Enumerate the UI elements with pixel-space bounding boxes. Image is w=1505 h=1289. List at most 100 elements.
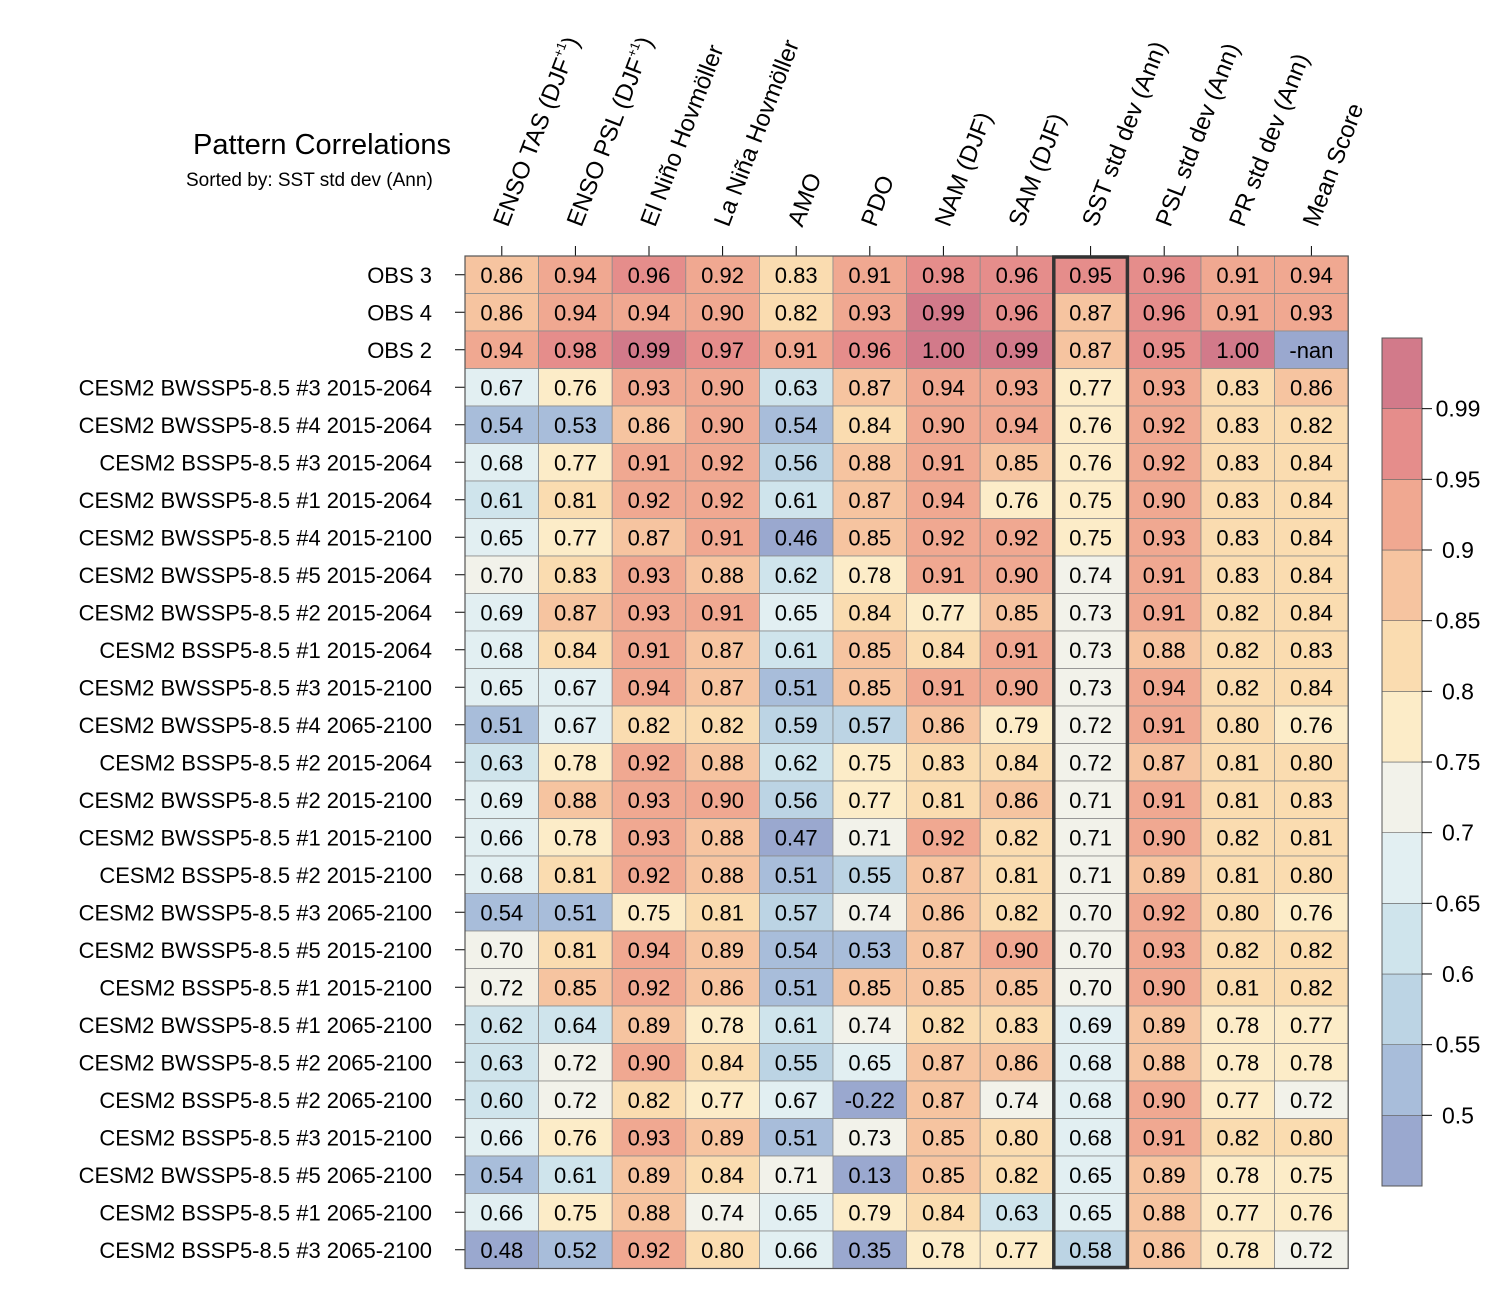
heatmap-cell bbox=[832, 330, 907, 369]
cell-value: 0.95 bbox=[1069, 263, 1112, 288]
cell-value: 0.72 bbox=[1290, 1088, 1333, 1113]
cell-value: 0.65 bbox=[1069, 1163, 1112, 1188]
cell-value: 0.75 bbox=[554, 1200, 597, 1225]
heatmap-cell bbox=[832, 743, 907, 782]
cell-value: 0.51 bbox=[775, 1125, 818, 1150]
cell-value: 0.65 bbox=[480, 675, 523, 700]
cell-value: 0.74 bbox=[848, 1013, 891, 1038]
cell-value: 0.92 bbox=[1143, 450, 1186, 475]
cell-value: 0.80 bbox=[1216, 713, 1259, 738]
heatmap-cell bbox=[611, 1118, 687, 1157]
colorbar-tick-label: 0.65 bbox=[1436, 890, 1481, 916]
cell-value: 0.57 bbox=[775, 900, 818, 925]
cell-value: 0.61 bbox=[775, 488, 818, 513]
heatmap-cell bbox=[759, 255, 834, 294]
cell-value: 0.87 bbox=[628, 525, 671, 550]
heatmap-cell bbox=[464, 368, 539, 407]
cell-value: 0.81 bbox=[1216, 788, 1259, 813]
cell-value: 0.87 bbox=[922, 1050, 965, 1075]
cell-value: 0.86 bbox=[480, 300, 523, 325]
cell-value: 0.62 bbox=[775, 563, 818, 588]
heatmap-cell bbox=[1127, 780, 1202, 819]
heatmap-cell bbox=[611, 1005, 687, 1044]
cell-value: 0.73 bbox=[1069, 638, 1112, 663]
heatmap-cell bbox=[1127, 1005, 1202, 1044]
cell-value: 0.69 bbox=[480, 600, 523, 625]
heatmap-cell bbox=[685, 480, 760, 519]
cell-value: 0.78 bbox=[1216, 1163, 1259, 1188]
cell-value: 0.83 bbox=[922, 750, 965, 775]
cell-value: 0.91 bbox=[848, 263, 891, 288]
row-label: CESM2 BWSSP5-8.5 #5 2065-2100 bbox=[79, 1163, 432, 1188]
heatmap-cell bbox=[906, 405, 981, 444]
heatmap-cell bbox=[979, 1005, 1055, 1044]
cell-value: 0.96 bbox=[996, 300, 1039, 325]
heatmap-cell bbox=[832, 818, 907, 857]
cell-value: 0.82 bbox=[1216, 1125, 1259, 1150]
cell-value: 0.86 bbox=[628, 413, 671, 438]
cell-value: 0.74 bbox=[996, 1088, 1039, 1113]
cell-value: 0.94 bbox=[554, 263, 597, 288]
cell-value: 0.51 bbox=[554, 900, 597, 925]
heatmap-cell bbox=[1274, 255, 1349, 294]
heatmap-cell bbox=[906, 1155, 981, 1194]
heatmap-cell bbox=[1053, 705, 1128, 744]
cell-value: 0.72 bbox=[480, 975, 523, 1000]
heatmap-cell bbox=[538, 1005, 613, 1044]
heatmap-cell bbox=[759, 443, 834, 482]
cell-value: 0.87 bbox=[848, 375, 891, 400]
heatmap-cell bbox=[538, 443, 613, 482]
colorbar-segment bbox=[1381, 761, 1423, 833]
heatmap-cells: 0.86 0.94 0.96 0.92 0.83 0.91 0.98 0.96 0.95 0.96… bbox=[464, 255, 1349, 1270]
cell-value: 0.94 bbox=[922, 375, 965, 400]
heatmap-cell bbox=[611, 930, 687, 969]
heatmap-cell bbox=[538, 1193, 613, 1232]
cell-value: 0.92 bbox=[628, 975, 671, 1000]
heatmap-cell bbox=[1053, 743, 1128, 782]
row-label: CESM2 BWSSP5-8.5 #4 2065-2100 bbox=[79, 713, 432, 738]
row-label: CESM2 BWSSP5-8.5 #1 2015-2100 bbox=[79, 825, 432, 850]
cell-value: 0.99 bbox=[628, 338, 671, 363]
cell-value: 0.54 bbox=[480, 900, 523, 925]
heatmap-cell bbox=[906, 1193, 981, 1232]
heatmap-cell bbox=[906, 818, 981, 857]
heatmap-cell bbox=[464, 1193, 539, 1232]
cell-value: 0.83 bbox=[996, 1013, 1039, 1038]
heatmap-cell bbox=[979, 1118, 1055, 1157]
heatmap-cell bbox=[759, 930, 834, 969]
cell-value: 0.76 bbox=[1069, 413, 1112, 438]
heatmap-cell bbox=[464, 1230, 539, 1269]
cell-value: 0.86 bbox=[996, 788, 1039, 813]
colorbar-segment bbox=[1381, 903, 1423, 975]
cell-value: 0.93 bbox=[1143, 938, 1186, 963]
cell-value: 0.96 bbox=[1143, 263, 1186, 288]
chart-subtitle: Sorted by: SST std dev (Ann) bbox=[186, 170, 433, 191]
heatmap-cell bbox=[611, 330, 687, 369]
cell-value: 0.73 bbox=[1069, 675, 1112, 700]
heatmap-cell bbox=[906, 1230, 981, 1269]
cell-value: 0.82 bbox=[1216, 600, 1259, 625]
cell-value: 0.93 bbox=[628, 375, 671, 400]
cell-value: 0.83 bbox=[554, 563, 597, 588]
heatmap-cell bbox=[611, 1080, 687, 1119]
cell-value: 0.80 bbox=[1290, 1125, 1333, 1150]
cell-value: 0.81 bbox=[1216, 750, 1259, 775]
heatmap-cell bbox=[611, 630, 687, 669]
cell-value: 0.82 bbox=[1290, 413, 1333, 438]
cell-value: 0.72 bbox=[554, 1050, 597, 1075]
heatmap-cell bbox=[1127, 1155, 1202, 1194]
cell-value: 0.90 bbox=[1143, 825, 1186, 850]
cell-value: 0.66 bbox=[480, 1200, 523, 1225]
heatmap-cell bbox=[685, 780, 760, 819]
heatmap-cell bbox=[906, 443, 981, 482]
heatmap-border bbox=[464, 255, 1349, 1270]
row-label: CESM2 BWSSP5-8.5 #5 2015-2064 bbox=[79, 563, 432, 588]
cell-value: 0.82 bbox=[1290, 975, 1333, 1000]
cell-value: 0.51 bbox=[775, 863, 818, 888]
heatmap-cell bbox=[832, 780, 907, 819]
heatmap-cell bbox=[1127, 818, 1202, 857]
cell-value: 0.84 bbox=[848, 413, 891, 438]
heatmap-cell bbox=[685, 1118, 760, 1157]
heatmap-cell bbox=[1127, 330, 1202, 369]
heatmap-cell bbox=[979, 780, 1055, 819]
